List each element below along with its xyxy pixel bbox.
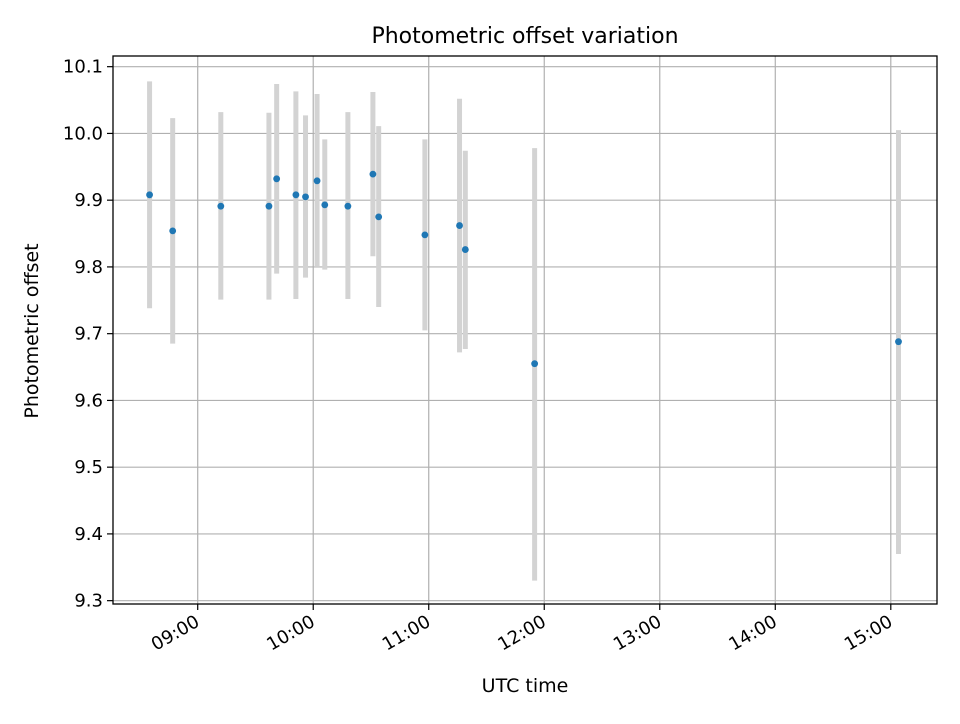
data-point: [461, 246, 469, 253]
data-point: [302, 193, 309, 201]
y-tick-label: 10.0: [63, 123, 103, 144]
data-point: [217, 202, 225, 210]
y-tick-label: 9.3: [74, 591, 103, 612]
y-tick-label: 9.5: [74, 457, 103, 478]
data-point: [531, 360, 539, 368]
chart-title: Photometric offset variation: [371, 24, 678, 49]
data-point: [456, 222, 463, 229]
x-tick-label: 15:00: [841, 611, 896, 655]
x-tick-label: 13:00: [610, 611, 665, 655]
data-point: [895, 338, 902, 346]
data-point: [265, 202, 273, 210]
x-tick-label: 12:00: [494, 611, 549, 655]
y-tick-label: 9.7: [74, 324, 103, 345]
y-tick-label: 10.1: [63, 57, 103, 78]
data-point: [313, 177, 321, 185]
data-point: [421, 231, 429, 239]
data-point: [375, 213, 383, 221]
data-point: [292, 191, 300, 199]
plot-frame: [112, 55, 938, 605]
y-tick-label: 9.4: [74, 524, 103, 545]
y-tick-label: 9.9: [74, 190, 103, 211]
grid: [113, 56, 937, 604]
data-point: [169, 227, 177, 235]
y-axis-label: Photometric offset: [21, 243, 43, 418]
x-tick-label: 11:00: [379, 611, 434, 655]
data-point: [321, 201, 329, 209]
data-point: [273, 175, 281, 183]
data-point: [369, 170, 377, 178]
x-axis-label: UTC time: [482, 675, 569, 697]
data-points: [146, 170, 902, 368]
x-tick-label: 09:00: [148, 611, 203, 655]
y-tick-label: 9.8: [74, 257, 103, 278]
error-bars: [147, 81, 901, 581]
x-tick-label: 14:00: [725, 611, 780, 655]
data-point: [146, 191, 153, 199]
y-tick-label: 9.6: [74, 390, 103, 411]
x-tick-label: 10:00: [263, 611, 318, 655]
axis-ticks: 09:00 10:00 11:00 12:00 13:00 14:00 15:00 9.3 9.…: [63, 57, 896, 656]
data-point: [344, 202, 352, 210]
